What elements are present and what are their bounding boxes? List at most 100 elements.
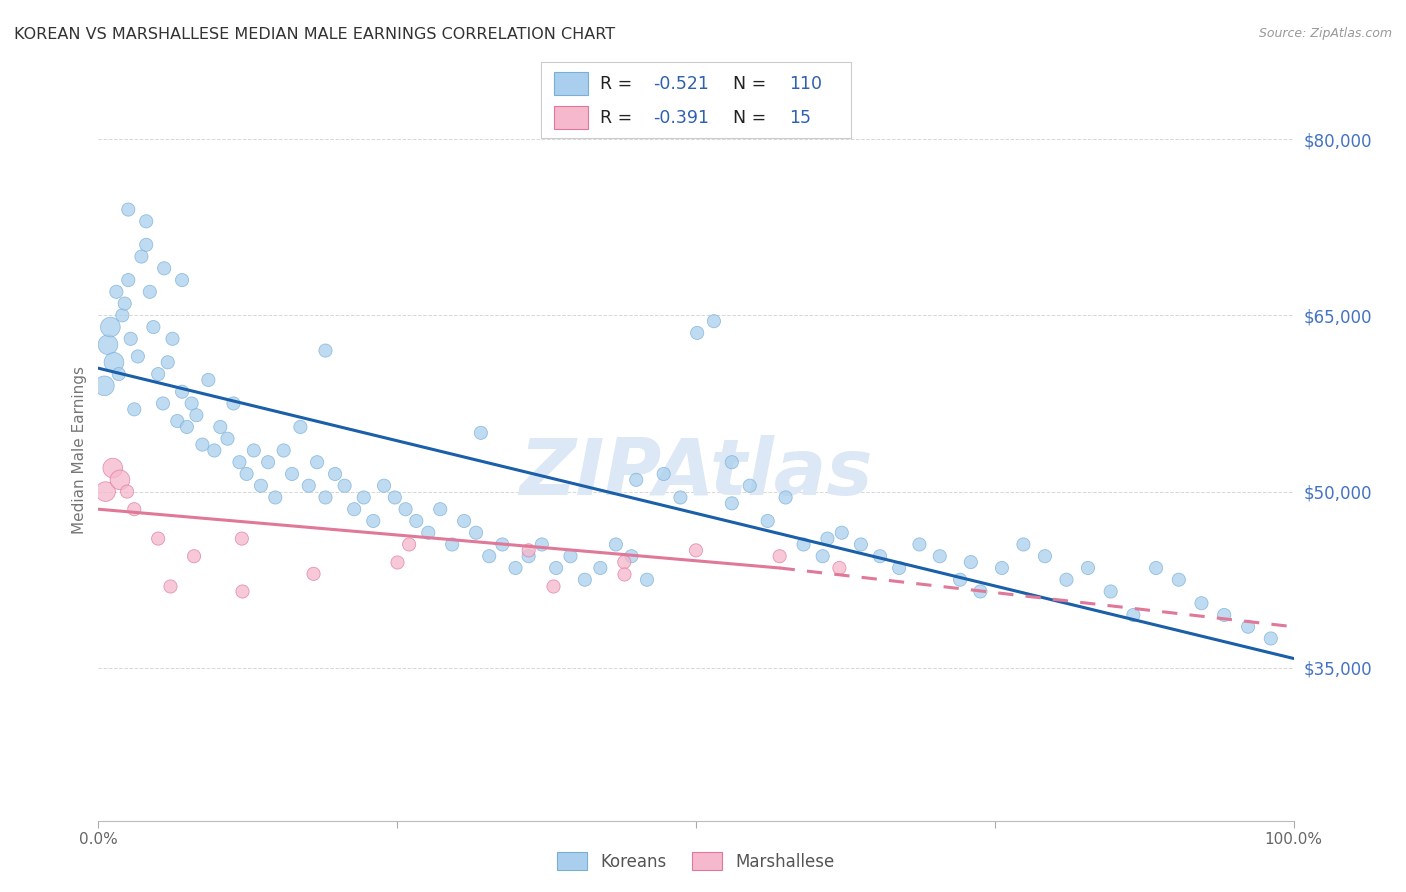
Point [302, 566, 325, 581]
Point [135, 237, 157, 252]
Point [186, 408, 208, 422]
Point [209, 420, 232, 434]
Point [103, 355, 125, 369]
Point [323, 467, 346, 481]
Point [142, 320, 165, 334]
Point [491, 537, 513, 551]
Point [546, 561, 568, 575]
Point [343, 502, 366, 516]
Point [124, 402, 146, 417]
Point [574, 573, 596, 587]
Point [111, 308, 134, 322]
Point [669, 491, 692, 505]
Point [849, 537, 872, 551]
Point [162, 332, 184, 346]
Point [115, 484, 138, 499]
Point [686, 326, 709, 340]
Text: -0.391: -0.391 [652, 109, 709, 127]
Point [685, 543, 707, 558]
Point [605, 537, 627, 551]
Point [264, 491, 287, 505]
Point [398, 537, 420, 551]
Point [281, 467, 304, 481]
Point [231, 532, 253, 546]
Text: R =: R = [600, 75, 638, 93]
Point [363, 514, 385, 528]
Point [560, 549, 582, 564]
Point [94, 484, 117, 499]
Point [172, 384, 194, 399]
Text: -0.521: -0.521 [652, 75, 709, 93]
Text: 110: 110 [789, 75, 821, 93]
Point [373, 479, 395, 493]
Point [152, 396, 174, 410]
FancyBboxPatch shape [554, 72, 588, 95]
Point [1056, 573, 1078, 587]
Point [775, 491, 797, 505]
Point [831, 525, 853, 540]
Point [721, 455, 744, 469]
Point [153, 261, 176, 276]
Point [135, 214, 157, 228]
Point [250, 479, 273, 493]
Point [465, 525, 488, 540]
Point [969, 584, 991, 599]
Point [541, 579, 564, 593]
Point [222, 396, 245, 410]
Text: N =: N = [733, 75, 772, 93]
Text: N =: N = [733, 109, 772, 127]
Point [1167, 573, 1189, 587]
Point [105, 285, 128, 299]
Point [1077, 561, 1099, 575]
Point [815, 532, 838, 546]
Point [869, 549, 891, 564]
Point [176, 420, 198, 434]
Point [384, 491, 406, 505]
Point [793, 537, 815, 551]
Point [120, 332, 142, 346]
Point [127, 350, 149, 364]
Point [1099, 584, 1122, 599]
Point [405, 514, 427, 528]
Point [108, 473, 131, 487]
Text: 15: 15 [789, 109, 811, 127]
Point [626, 473, 648, 487]
Point [589, 561, 612, 575]
Point [470, 425, 492, 440]
Point [107, 367, 129, 381]
Point [960, 555, 983, 569]
Point [1237, 620, 1260, 634]
Text: ZIPAtlas: ZIPAtlas [519, 434, 873, 511]
FancyBboxPatch shape [554, 106, 588, 129]
Point [385, 555, 409, 569]
Point [1191, 596, 1213, 610]
Point [98, 320, 122, 334]
Point [290, 420, 312, 434]
Point [166, 414, 188, 428]
Point [1012, 537, 1035, 551]
Point [613, 555, 636, 569]
Point [180, 396, 202, 410]
Point [156, 355, 179, 369]
Point [429, 502, 451, 516]
Point [202, 443, 225, 458]
Point [1213, 607, 1236, 622]
Point [517, 543, 540, 558]
Point [620, 549, 643, 564]
Point [117, 202, 139, 217]
Y-axis label: Median Male Earnings: Median Male Earnings [72, 367, 87, 534]
Point [148, 367, 170, 381]
Point [183, 549, 205, 564]
Point [353, 491, 375, 505]
Point [636, 573, 658, 587]
Point [517, 549, 540, 564]
Point [117, 273, 139, 287]
Point [228, 455, 250, 469]
Text: KOREAN VS MARSHALLESE MEDIAN MALE EARNINGS CORRELATION CHART: KOREAN VS MARSHALLESE MEDIAN MALE EARNIN… [14, 27, 616, 42]
Point [908, 537, 931, 551]
Point [273, 443, 295, 458]
Text: R =: R = [600, 109, 638, 127]
Point [1260, 632, 1282, 646]
Point [756, 514, 779, 528]
Point [217, 432, 239, 446]
